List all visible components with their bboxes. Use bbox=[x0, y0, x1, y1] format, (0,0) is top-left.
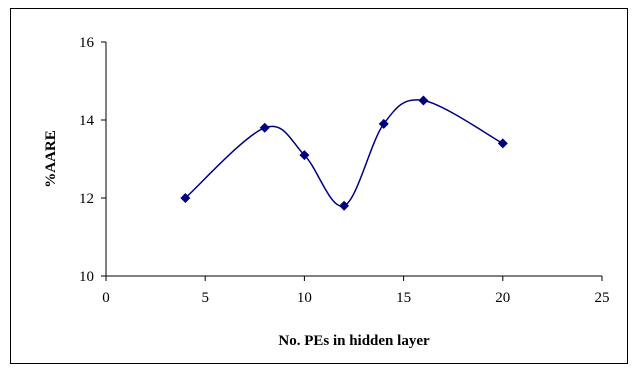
axes bbox=[105, 42, 602, 277]
x-tick-label: 25 bbox=[595, 290, 610, 306]
data-point-marker bbox=[339, 200, 350, 211]
y-axis-title: %AARE bbox=[43, 130, 59, 188]
data-point-marker bbox=[418, 95, 429, 106]
series-line bbox=[184, 99, 504, 207]
x-tick-label: 0 bbox=[102, 290, 110, 306]
chart-frame bbox=[10, 8, 628, 364]
y-tick-label: 12 bbox=[79, 191, 94, 207]
x-ticks: 0 5 10 15 20 25 bbox=[102, 276, 610, 306]
data-point-marker bbox=[180, 193, 191, 203]
y-tick-label: 10 bbox=[79, 269, 94, 285]
y-ticks: 10 12 14 16 bbox=[79, 35, 106, 285]
y-tick-label: 14 bbox=[79, 113, 95, 129]
markers bbox=[180, 95, 508, 211]
x-tick-label: 10 bbox=[297, 290, 312, 306]
data-point-marker bbox=[299, 150, 310, 161]
x-tick-label: 20 bbox=[495, 290, 510, 306]
x-tick-label: 15 bbox=[396, 290, 411, 306]
data-point-marker bbox=[259, 122, 270, 133]
data-point-marker bbox=[497, 138, 508, 149]
y-tick-label: 16 bbox=[79, 35, 95, 51]
x-tick-label: 5 bbox=[201, 290, 209, 306]
data-point-marker bbox=[378, 118, 389, 129]
x-axis-title: No. PEs in hidden layer bbox=[278, 333, 430, 349]
